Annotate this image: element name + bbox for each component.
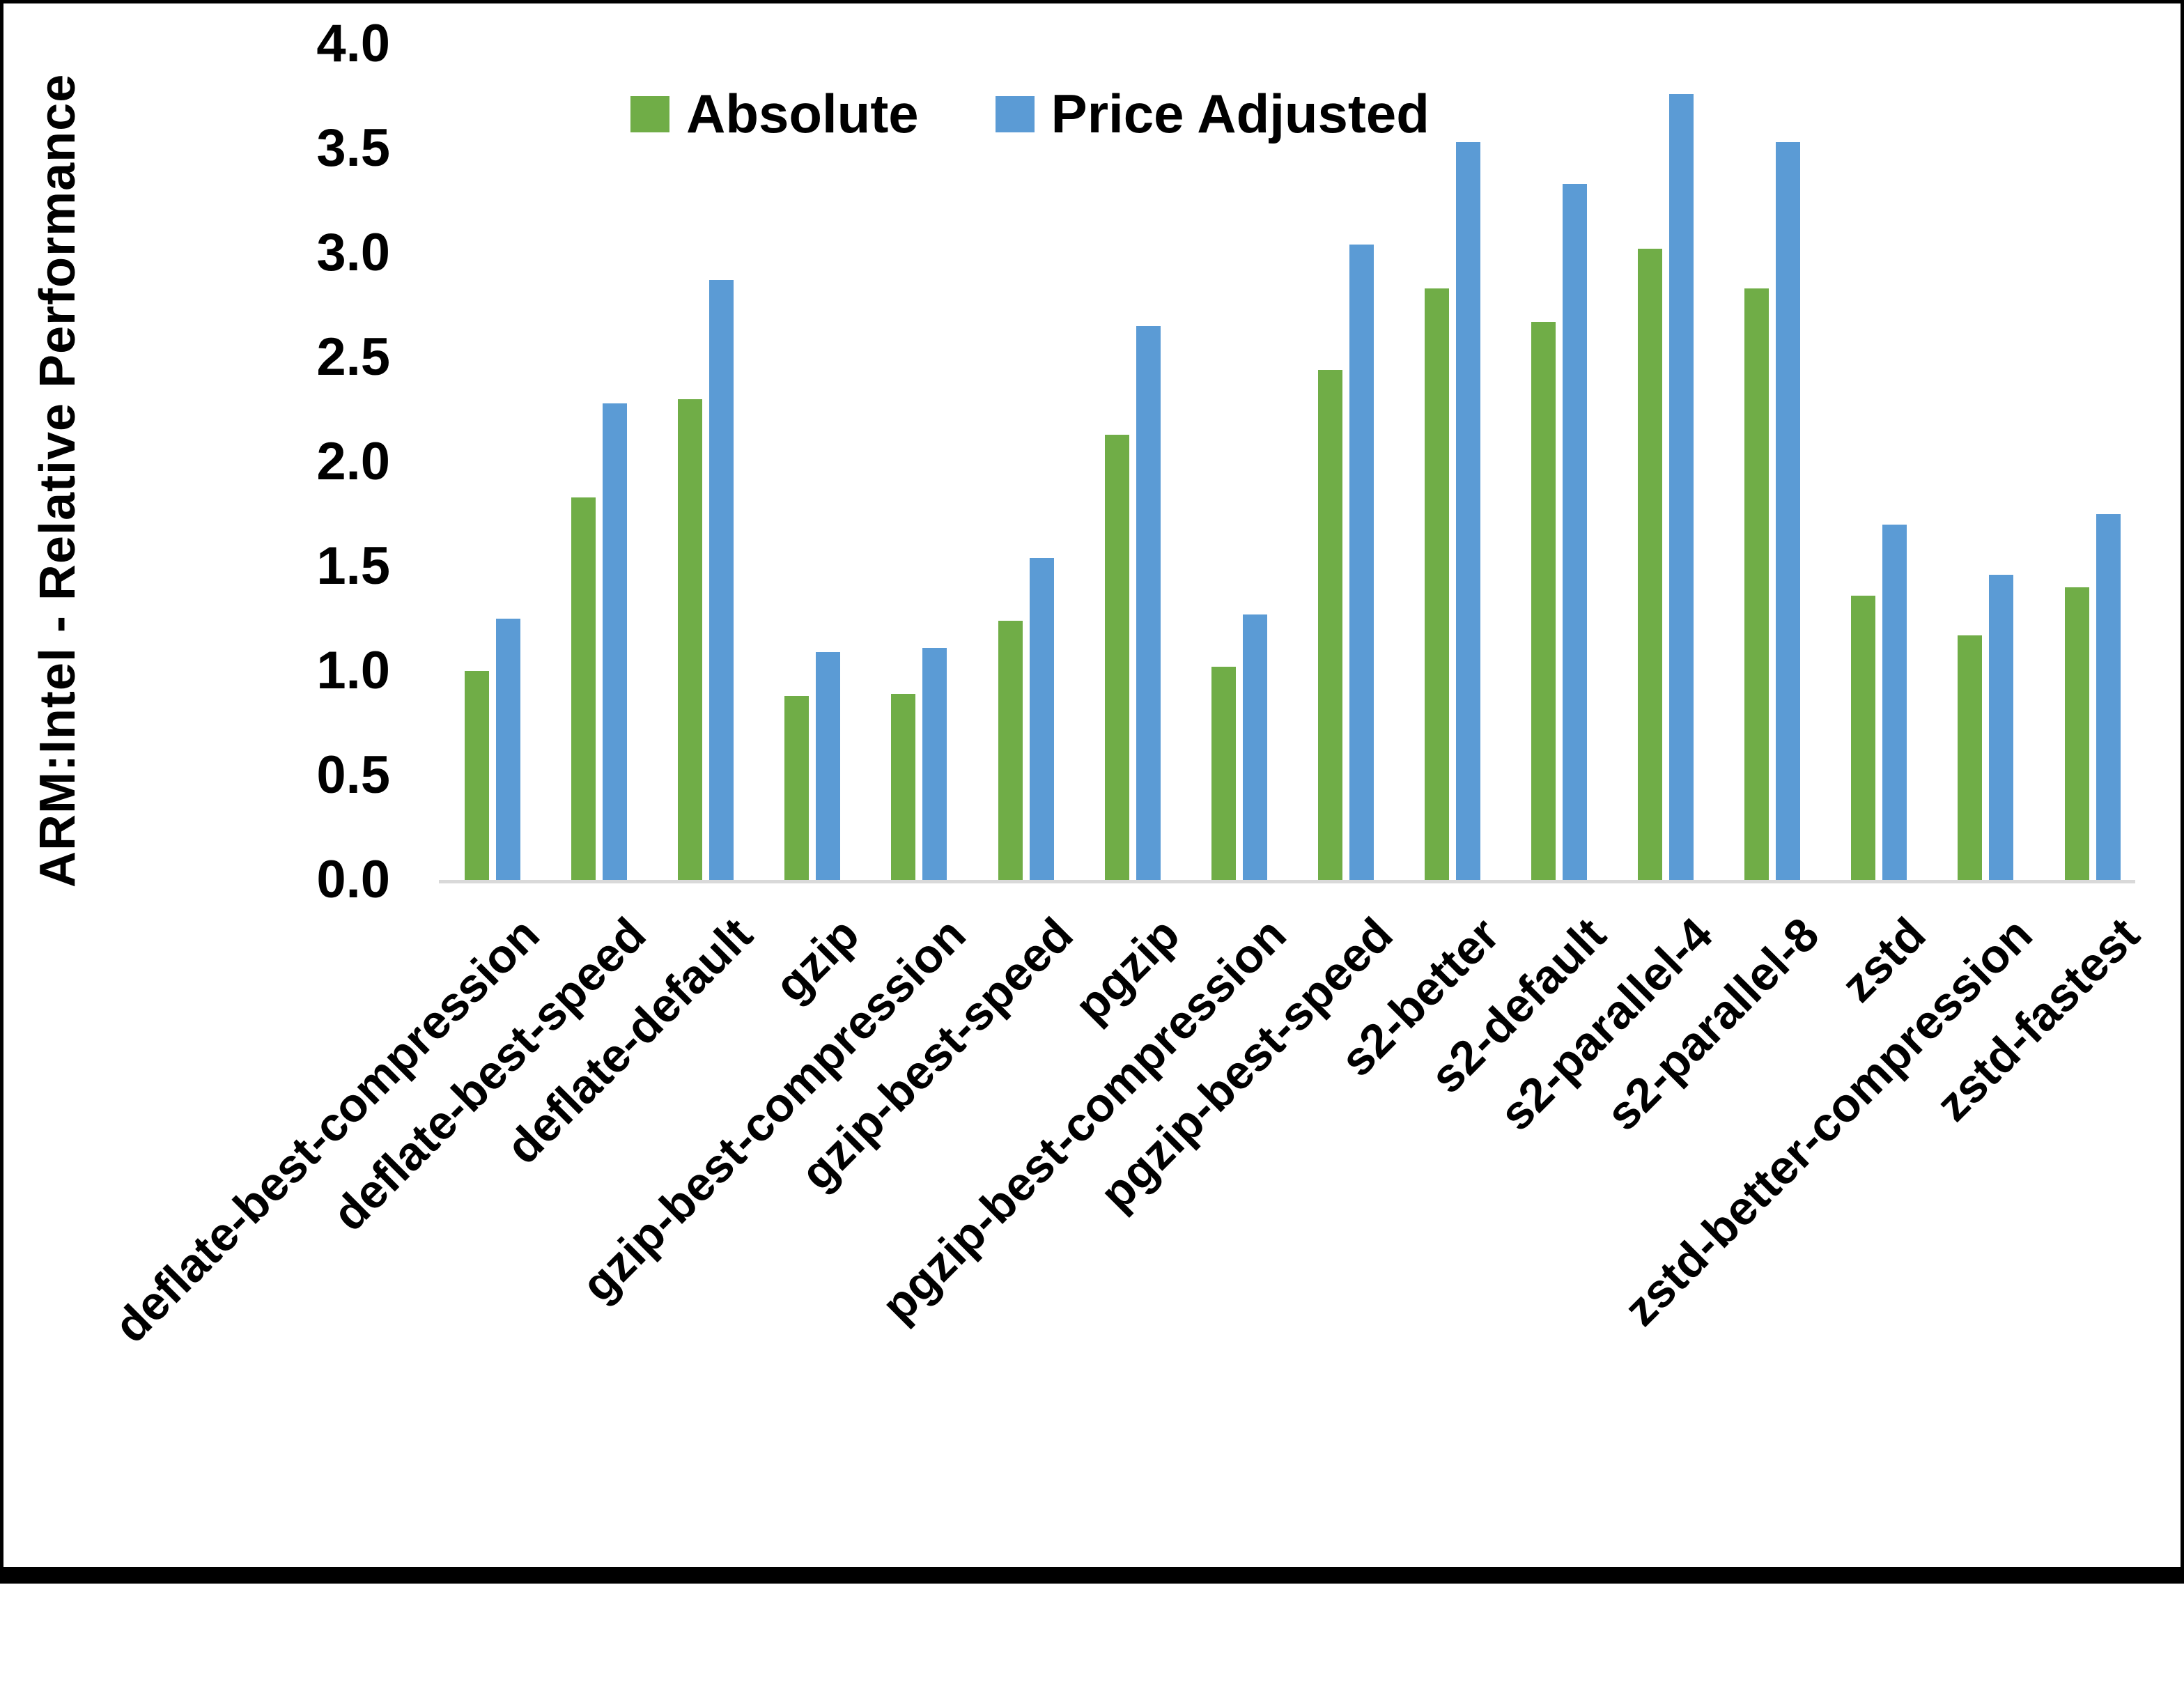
bar-price-adjusted-zstd-better-compression [1989,575,2013,880]
bar-absolute-deflate-best-speed [571,497,596,880]
bar-absolute-pgzip-best-speed [1318,370,1342,880]
bar-absolute-s2-parallel-8 [1744,288,1769,880]
y-axis-title: ARM:Intel - Relative Performance [30,73,86,888]
bar-price-adjusted-deflate-default [709,280,734,880]
bar-price-adjusted-s2-parallel-4 [1669,94,1694,880]
bar-price-adjusted-pgzip [1136,326,1161,880]
bar-absolute-zstd-fastest [2065,587,2089,880]
bar-price-adjusted-pgzip-best-compression [1243,614,1267,880]
legend-label-absolute: Absolute [686,83,919,144]
bar-price-adjusted-gzip-best-speed [1030,558,1054,880]
legend-swatch-absolute [630,95,669,132]
y-tick-label-2.0: 2.0 [316,432,390,491]
bar-price-adjusted-zstd-fastest [2096,514,2121,880]
bar-price-adjusted-pgzip-best-speed [1349,245,1374,880]
legend-swatch-price-adjusted [995,95,1035,132]
y-tick-label-3.0: 3.0 [316,223,390,282]
bar-absolute-s2-default [1531,322,1556,880]
bar-absolute-pgzip [1105,435,1129,880]
x-axis-line [439,880,2135,883]
plot-area [439,44,2135,880]
chart-frame [0,0,2184,1584]
bar-price-adjusted-deflate-best-speed [603,403,627,880]
legend-item-price-adjusted: Price Adjusted [995,82,1430,146]
bar-absolute-gzip-best-speed [998,621,1023,880]
bar-price-adjusted-gzip-best-compression [922,648,947,880]
bar-price-adjusted-deflate-best-compression [496,619,520,880]
bar-absolute-s2-better [1425,288,1449,880]
bar-absolute-deflate-best-compression [465,671,489,880]
y-tick-label-1.5: 1.5 [316,536,390,596]
y-tick-label-1.0: 1.0 [316,641,390,700]
bar-absolute-gzip-best-compression [891,694,915,880]
bar-absolute-zstd [1851,596,1875,880]
bar-absolute-s2-parallel-4 [1638,249,1662,880]
bar-absolute-deflate-default [678,399,702,880]
y-tick-label-4.0: 4.0 [316,14,390,73]
bar-price-adjusted-s2-parallel-8 [1776,142,1800,880]
bar-price-adjusted-gzip [816,652,840,880]
bar-absolute-gzip [784,696,809,880]
y-tick-label-3.5: 3.5 [316,118,390,178]
bar-absolute-pgzip-best-compression [1211,667,1236,880]
y-tick-label-0.5: 0.5 [316,745,390,805]
bar-price-adjusted-s2-default [1563,184,1587,880]
legend-label-price-adjusted: Price Adjusted [1051,83,1430,144]
y-tick-label-0.0: 0.0 [316,850,390,909]
bar-absolute-zstd-better-compression [1958,635,1982,880]
bar-price-adjusted-zstd [1882,525,1907,880]
y-tick-label-2.5: 2.5 [316,327,390,387]
bar-price-adjusted-s2-better [1456,142,1480,880]
legend-item-absolute: Absolute [630,82,919,146]
legend: Absolute Price Adjusted [630,82,1430,146]
